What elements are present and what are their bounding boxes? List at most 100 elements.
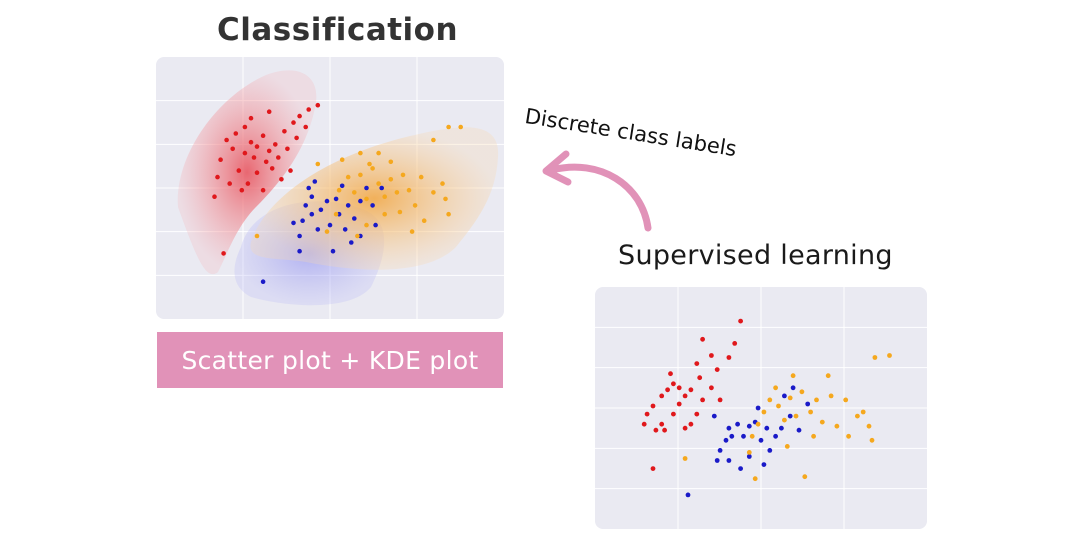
orange-point: [869, 437, 875, 443]
orange-point: [345, 174, 351, 180]
orange-point: [443, 196, 448, 202]
red-point: [662, 427, 667, 433]
red-point: [659, 421, 665, 427]
kde-orange-density: [250, 127, 499, 270]
blue-point: [805, 401, 811, 407]
orange-point: [355, 233, 360, 239]
orange-point: [418, 174, 424, 180]
blue-point: [714, 458, 720, 463]
red-point: [239, 187, 245, 193]
red-point: [291, 120, 296, 125]
orange-point: [887, 353, 892, 358]
red-point: [659, 393, 665, 399]
orange-point: [339, 157, 345, 162]
orange-point: [855, 413, 860, 419]
blue-point: [312, 179, 318, 184]
orange-point: [376, 150, 381, 156]
blue-point: [297, 233, 302, 239]
orange-point: [412, 203, 418, 208]
orange-point: [843, 397, 849, 403]
scatter-grid-lines: [595, 287, 927, 529]
orange-point: [376, 181, 381, 186]
blue-point: [746, 454, 752, 459]
blue-point: [342, 227, 348, 232]
orange-point: [793, 413, 799, 419]
blue-point: [758, 437, 764, 443]
blue-point: [735, 421, 740, 427]
blue-point: [364, 185, 369, 191]
red-point: [665, 387, 670, 393]
orange-point: [799, 389, 805, 395]
kde-red-density: [177, 70, 317, 275]
blue-point: [315, 227, 321, 232]
orange-point: [458, 124, 464, 130]
orange-point: [866, 423, 872, 429]
orange-point: [333, 211, 339, 217]
red-point: [212, 194, 217, 199]
blue-point: [330, 248, 336, 254]
red-point: [218, 157, 223, 162]
red-point: [738, 318, 743, 324]
blue-point: [358, 198, 363, 204]
red-point: [306, 107, 311, 112]
red-point: [297, 113, 302, 119]
blue-point: [782, 393, 787, 399]
red-point: [303, 124, 308, 130]
red-point: [682, 425, 688, 431]
scatter-data-points: [641, 318, 892, 498]
orange-point: [421, 218, 427, 223]
blue-point: [787, 413, 793, 419]
red-point: [294, 135, 299, 141]
orange-point: [315, 161, 321, 167]
orange-point: [446, 211, 451, 217]
red-point: [285, 146, 290, 152]
red-point: [694, 411, 700, 417]
red-point: [671, 411, 676, 417]
blue-point: [327, 222, 333, 228]
blue-point: [790, 385, 796, 391]
orange-point: [782, 417, 787, 423]
blue-point: [717, 448, 723, 453]
red-point: [248, 115, 254, 121]
red-point: [732, 341, 738, 346]
red-point: [254, 170, 260, 175]
red-point: [688, 387, 694, 393]
red-point: [714, 367, 720, 372]
red-point: [279, 177, 284, 182]
red-point: [254, 144, 260, 149]
blue-point: [755, 405, 761, 411]
red-point: [676, 401, 682, 407]
orange-point: [846, 433, 851, 439]
orange-point: [400, 172, 406, 178]
red-point: [282, 129, 287, 134]
orange-point: [773, 385, 778, 391]
orange-point: [364, 222, 369, 228]
orange-point: [336, 187, 342, 193]
red-point: [641, 421, 647, 427]
red-point: [694, 361, 700, 366]
red-point: [697, 375, 703, 381]
red-point: [230, 146, 235, 152]
blue-point: [370, 203, 375, 208]
orange-point: [860, 409, 866, 415]
blue-point: [779, 425, 784, 431]
red-point: [242, 150, 248, 156]
red-point: [245, 181, 251, 186]
kde-data-points: [212, 102, 464, 284]
blue-point: [729, 433, 735, 439]
orange-point: [382, 211, 387, 217]
orange-point: [388, 177, 394, 182]
blue-point: [306, 185, 311, 191]
red-point: [224, 137, 229, 143]
blue-point: [767, 448, 773, 453]
red-point: [266, 148, 272, 154]
orange-point: [790, 373, 796, 379]
orange-point: [682, 456, 688, 461]
blue-point: [796, 427, 802, 433]
red-point: [263, 159, 269, 165]
orange-point: [787, 395, 793, 401]
orange-point: [254, 233, 260, 239]
orange-point: [784, 444, 790, 449]
orange-point: [749, 433, 755, 439]
blue-point: [349, 240, 354, 245]
